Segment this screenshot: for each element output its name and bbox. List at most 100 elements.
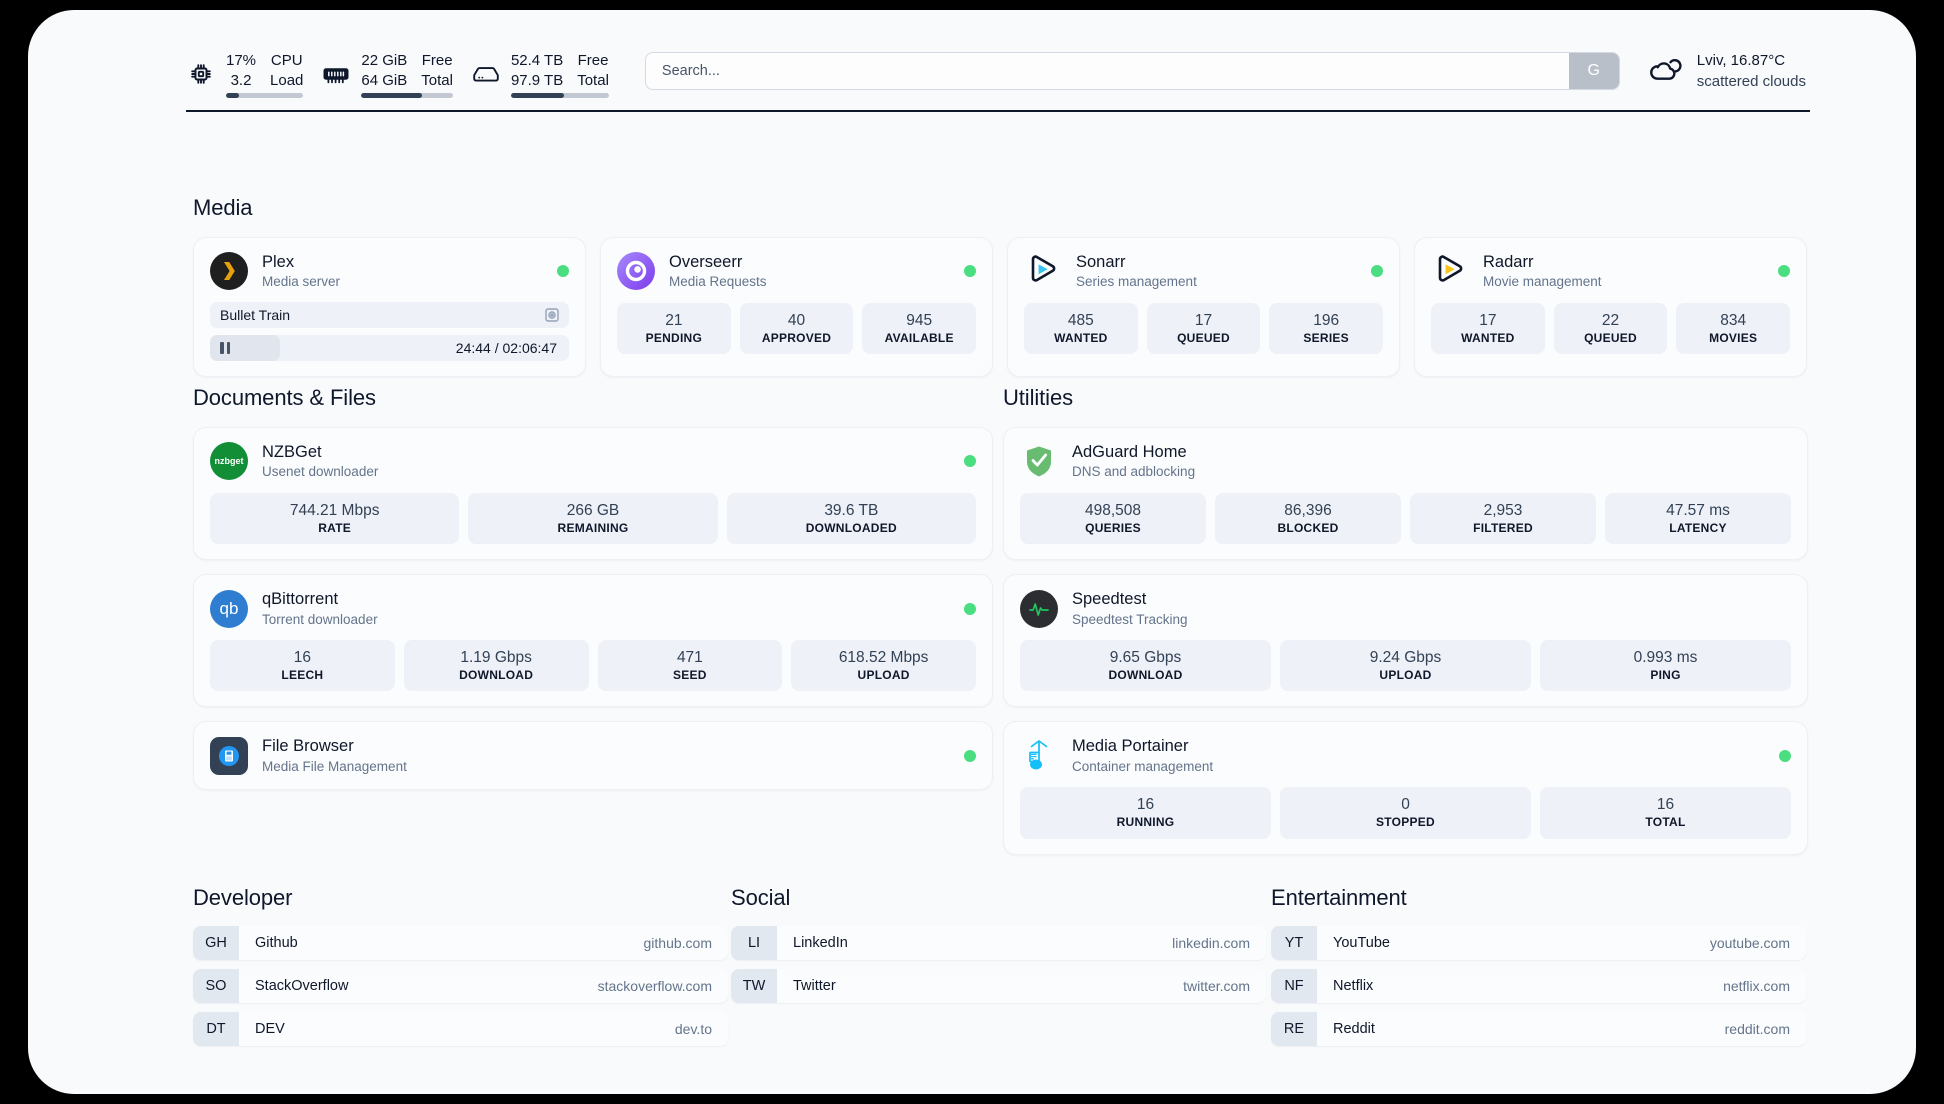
stat-label: DOWNLOAD xyxy=(459,667,534,682)
card-portainer-header: Media Portainer Container management xyxy=(1020,736,1791,775)
bookmark-url: twitter.com xyxy=(1183,978,1250,994)
stat-value: 40 xyxy=(787,311,806,329)
bookmark-twitter[interactable]: TW Twitter twitter.com xyxy=(731,969,1266,1003)
stat-label: AVAILABLE xyxy=(884,330,954,345)
stat-label: UPLOAD xyxy=(857,667,910,682)
memory-stat-group: 22 GiB 64 GiB Free Total xyxy=(321,51,453,98)
card-qbittorrent[interactable]: qb qBittorrent Torrent downloader 16 LEE… xyxy=(193,574,993,708)
filebrowser-status-dot xyxy=(964,749,976,762)
stat-box: 0.993 ms PING xyxy=(1540,640,1791,692)
pause-icon[interactable] xyxy=(220,341,230,354)
cloud-icon xyxy=(1646,56,1684,86)
utilities-section-title: Utilities xyxy=(1003,385,1073,410)
weather-widget: Lviv, 16.87°C scattered clouds xyxy=(1646,50,1810,92)
stat-value: 0.993 ms xyxy=(1633,649,1698,667)
adguard-desc: DNS and adblocking xyxy=(1072,464,1196,480)
stat-box: 16 LEECH xyxy=(210,640,395,692)
card-filebrowser[interactable]: File Browser Media File Management xyxy=(193,721,993,791)
card-portainer[interactable]: Media Portainer Container management 16 … xyxy=(1003,721,1808,855)
developer-section-title: Developer xyxy=(193,885,293,910)
stat-label: STOPPED xyxy=(1376,815,1435,830)
nzbget-stats: 744.21 Mbps RATE 266 GB REMAINING 39.6 T… xyxy=(210,492,976,545)
cpu-stat-group: 17% 3.2 CPU Load xyxy=(186,51,304,98)
stat-value: 16 xyxy=(293,649,311,667)
speedtest-desc: Speedtest Tracking xyxy=(1072,611,1188,627)
card-overseerr-meta: Overseerr Media Requests xyxy=(669,252,767,291)
card-plex[interactable]: Plex Media server Bullet Train xyxy=(193,237,586,377)
sonarr-stats: 485 WANTED 17 QUEUED 196 SERIES xyxy=(1024,302,1384,355)
overseerr-stats: 21 PENDING 40 APPROVED 945 AVAILABLE xyxy=(617,302,977,355)
qbittorrent-name: qBittorrent xyxy=(262,590,339,609)
bookmark-linkedin[interactable]: LI LinkedIn linkedin.com xyxy=(731,926,1266,960)
cast-icon[interactable] xyxy=(545,308,559,322)
card-sonarr[interactable]: Sonarr Series management 485 WANTED 17 Q… xyxy=(1007,237,1400,377)
stat-label: UPLOAD xyxy=(1379,667,1432,682)
disk-values: 52.4 TB 97.9 TB xyxy=(511,51,563,91)
bookmark-abbr: GH xyxy=(193,926,239,960)
stat-value: 834 xyxy=(1720,311,1747,329)
card-sonarr-header: Sonarr Series management xyxy=(1024,252,1383,291)
filebrowser-desc: Media File Management xyxy=(262,758,407,774)
adguard-stats: 498,508 QUERIES 86,396 BLOCKED 2,953 FIL… xyxy=(1020,492,1791,545)
stat-box: 945 AVAILABLE xyxy=(862,302,977,355)
search-input[interactable] xyxy=(645,53,1569,89)
sonarr-status-dot xyxy=(1371,265,1383,278)
stat-box: 17 WANTED xyxy=(1431,302,1545,355)
plex-progress-bar[interactable]: 24:44 / 02:06:47 xyxy=(210,334,569,361)
stat-label: TOTAL xyxy=(1645,815,1686,830)
stat-label: PENDING xyxy=(645,330,703,345)
card-speedtest[interactable]: Speedtest Speedtest Tracking 9.65 Gbps D… xyxy=(1003,574,1808,708)
bookmark-youtube[interactable]: YT YouTube youtube.com xyxy=(1271,926,1806,960)
overseerr-status-dot xyxy=(964,265,976,278)
weather-location-temp: Lviv, 16.87°C xyxy=(1696,52,1786,69)
card-overseerr[interactable]: Overseerr Media Requests 21 PENDING 40 A… xyxy=(600,237,993,377)
bookmark-abbr: RE xyxy=(1271,1012,1317,1046)
disk-stat-group: 52.4 TB 97.9 TB Free Total xyxy=(471,51,609,98)
adguard-status-dot xyxy=(1779,455,1791,467)
card-nzbget[interactable]: nzbget NZBGet Usenet downloader 744.21 M… xyxy=(193,427,993,561)
disk-usage-bar xyxy=(510,93,609,98)
memory-total-label: Total xyxy=(421,71,453,89)
stat-label: QUERIES xyxy=(1085,520,1141,535)
bookmark-name: LinkedIn xyxy=(793,935,848,951)
card-radarr[interactable]: Radarr Movie management 17 WANTED 22 QUE… xyxy=(1414,237,1807,377)
bookmark-reddit[interactable]: RE Reddit reddit.com xyxy=(1271,1012,1806,1046)
search-bar[interactable]: G xyxy=(644,52,1620,90)
card-adguard[interactable]: AdGuard Home DNS and adblocking 498,508 … xyxy=(1003,427,1808,561)
radarr-desc: Movie management xyxy=(1483,274,1602,290)
stat-box: 40 APPROVED xyxy=(739,302,854,355)
bookmark-abbr: TW xyxy=(731,969,777,1003)
stat-label: WANTED xyxy=(1054,330,1108,345)
bookmark-netflix[interactable]: NF Netflix netflix.com xyxy=(1271,969,1806,1003)
stat-value: 945 xyxy=(906,311,933,329)
stat-value: 17 xyxy=(1194,311,1213,329)
card-nzbget-header: nzbget NZBGet Usenet downloader xyxy=(210,442,976,481)
stat-value: 86,396 xyxy=(1284,501,1332,519)
bookmark-url: reddit.com xyxy=(1724,1021,1790,1037)
utilities-section: Utilities AdGuard Home DNS and adblockin… xyxy=(1003,385,1808,855)
bookmark-github[interactable]: GH Github github.com xyxy=(193,926,728,960)
media-section-title: Media xyxy=(193,195,253,220)
bookmark-stackoverflow[interactable]: SO StackOverflow stackoverflow.com xyxy=(193,969,728,1003)
radarr-icon xyxy=(1431,252,1469,290)
radarr-name: Radarr xyxy=(1483,253,1534,271)
adguard-name: AdGuard Home xyxy=(1072,443,1187,461)
stat-value: 21 xyxy=(665,311,683,329)
bookmark-url: youtube.com xyxy=(1709,935,1790,951)
stat-label: QUEUED xyxy=(1584,330,1637,345)
stat-label: MOVIES xyxy=(1709,330,1758,345)
stat-box: 196 SERIES xyxy=(1269,302,1384,355)
bookmark-dev[interactable]: DT DEV dev.to xyxy=(193,1012,728,1046)
search-submit-button[interactable]: G xyxy=(1568,53,1619,89)
portainer-desc: Container management xyxy=(1072,758,1214,774)
speedtest-status-dot xyxy=(1779,603,1791,615)
stat-value: 196 xyxy=(1313,311,1340,329)
stat-value: 498,508 xyxy=(1084,501,1142,519)
stat-label: LATENCY xyxy=(1669,520,1727,535)
speedtest-icon xyxy=(1020,589,1058,628)
adguard-shield-icon xyxy=(1020,442,1058,480)
stat-value: 22 xyxy=(1601,311,1620,329)
plex-name: Plex xyxy=(262,253,295,271)
cpu-usage-bar xyxy=(226,93,304,98)
dashboard-screen: 17% 3.2 CPU Load 22 GiB xyxy=(28,10,1916,1094)
